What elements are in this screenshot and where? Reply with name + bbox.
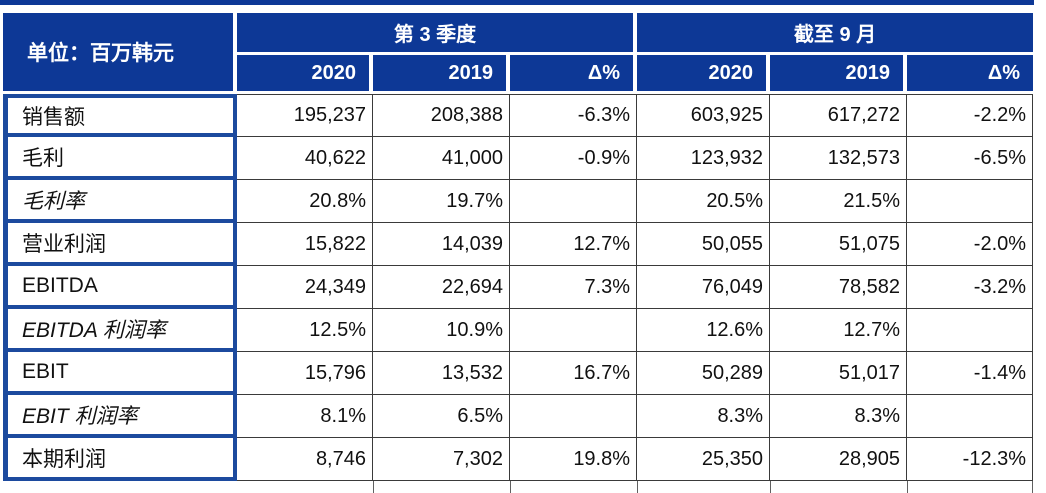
cell-value: 28,905 — [770, 438, 908, 481]
cell-value: 195,237 — [237, 94, 373, 137]
table-row: 毛利率 20.8% 19.7% 20.5% 21.5% — [3, 180, 1034, 223]
cell-value: 20.8% — [237, 180, 373, 223]
table-row: EBITDA 利润率 12.5% 10.9% 12.6% 12.7% — [3, 309, 1034, 352]
cell-value — [510, 180, 638, 223]
cell-value: 8,746 — [237, 438, 373, 481]
cell-value: 12.7% — [770, 309, 908, 352]
table-row: EBITDA 24,349 22,694 7.3% 76,049 78,582 -3.2% — [3, 266, 1034, 309]
cell-value: 8.3% — [637, 395, 771, 438]
row-label: 毛利率 — [3, 180, 237, 223]
cell-value — [907, 395, 1034, 438]
cell-value: 76,049 — [637, 266, 771, 309]
cell-value: 8.3% — [770, 395, 908, 438]
cell-value: 25,350 — [637, 438, 771, 481]
cell-value: 40,622 — [237, 137, 373, 180]
cell-value: 12.6% — [637, 309, 771, 352]
cell-value: -3.2% — [907, 266, 1034, 309]
table-row: 销售额 195,237 208,388 -6.3% 603,925 617,272 -2.2… — [3, 94, 1034, 137]
cell-value: 10.9% — [373, 309, 510, 352]
grid-stub — [907, 481, 908, 493]
header-subcolumn-row: 2020 2019 Δ% 2020 2019 Δ% — [3, 55, 1034, 94]
cell-value — [510, 309, 638, 352]
subheader-q3-2019: 2019 — [373, 55, 510, 94]
cell-value: 7.3% — [510, 266, 638, 309]
cell-value: 22,694 — [373, 266, 510, 309]
cell-value: 13,532 — [373, 352, 510, 395]
subheader-ytd-delta: Δ% — [907, 55, 1034, 94]
grid-stub — [1032, 481, 1033, 493]
column-group-q3: 第 3 季度 — [237, 13, 638, 55]
cell-value — [907, 309, 1034, 352]
subheader-q3-2020: 2020 — [237, 55, 373, 94]
cell-value: 208,388 — [373, 94, 510, 137]
cell-value: 51,017 — [770, 352, 908, 395]
subheader-ytd-2020: 2020 — [637, 55, 771, 94]
row-label: 本期利润 — [3, 438, 237, 481]
financial-results-table: 单位：百万韩元 第 3 季度 截至 9 月 2020 2019 Δ% 2020 … — [3, 13, 1034, 481]
cell-value: 15,822 — [237, 223, 373, 266]
cell-value: 14,039 — [373, 223, 510, 266]
table-row: 营业利润 15,822 14,039 12.7% 50,055 51,075 -2.0% — [3, 223, 1034, 266]
unit-label-cell: 单位：百万韩元 — [3, 13, 237, 94]
cell-value: 21.5% — [770, 180, 908, 223]
cell-value — [510, 395, 638, 438]
cell-value: -12.3% — [907, 438, 1034, 481]
row-label: EBIT — [3, 352, 237, 395]
cell-value: -0.9% — [510, 137, 638, 180]
table-row: EBIT 15,796 13,532 16.7% 50,289 51,017 -1.4% — [3, 352, 1034, 395]
row-label: 营业利润 — [3, 223, 237, 266]
cell-value: 123,932 — [637, 137, 771, 180]
header-group-row: 单位：百万韩元 第 3 季度 截至 9 月 — [3, 13, 1034, 94]
cell-value: 24,349 — [237, 266, 373, 309]
cell-value: 132,573 — [770, 137, 908, 180]
cell-value: 16.7% — [510, 352, 638, 395]
cell-value: 12.7% — [510, 223, 638, 266]
grid-stub — [770, 481, 771, 493]
row-label: EBITDA — [3, 266, 237, 309]
row-label: 销售额 — [3, 94, 237, 137]
grid-stub — [510, 481, 511, 493]
cell-value: 50,289 — [637, 352, 771, 395]
cell-value: 50,055 — [637, 223, 771, 266]
row-label: 毛利 — [3, 137, 237, 180]
cell-value: 20.5% — [637, 180, 771, 223]
cell-value: 617,272 — [770, 94, 908, 137]
row-label: EBIT 利润率 — [3, 395, 237, 438]
cell-value: -2.0% — [907, 223, 1034, 266]
cell-value: -1.4% — [907, 352, 1034, 395]
cell-value: 41,000 — [373, 137, 510, 180]
top-blue-rule — [0, 0, 1034, 5]
cell-value: -6.3% — [510, 94, 638, 137]
cell-value: 12.5% — [237, 309, 373, 352]
grid-stub — [373, 481, 374, 493]
column-group-ytd-sep: 截至 9 月 — [637, 13, 1034, 55]
subheader-q3-delta: Δ% — [510, 55, 638, 94]
subheader-ytd-2019: 2019 — [770, 55, 908, 94]
cell-value: 7,302 — [373, 438, 510, 481]
cell-value: 15,796 — [237, 352, 373, 395]
cell-value: 8.1% — [237, 395, 373, 438]
table-row: 毛利 40,622 41,000 -0.9% 123,932 132,573 -6.5% — [3, 137, 1034, 180]
grid-stub — [637, 481, 638, 493]
table-row: 本期利润 8,746 7,302 19.8% 25,350 28,905 -12.3% — [3, 438, 1034, 481]
cell-value — [907, 180, 1034, 223]
table-body: 销售额 195,237 208,388 -6.3% 603,925 617,272 -2.2… — [3, 94, 1034, 481]
cell-value: 19.8% — [510, 438, 638, 481]
row-label: EBITDA 利润率 — [3, 309, 237, 352]
table-header: 单位：百万韩元 第 3 季度 截至 9 月 2020 2019 Δ% 2020 … — [3, 13, 1034, 94]
cell-value: 78,582 — [770, 266, 908, 309]
cell-value: 6.5% — [373, 395, 510, 438]
table-row: EBIT 利润率 8.1% 6.5% 8.3% 8.3% — [3, 395, 1034, 438]
cell-value: 603,925 — [637, 94, 771, 137]
cell-value: -6.5% — [907, 137, 1034, 180]
cell-value: 51,075 — [770, 223, 908, 266]
cell-value: -2.2% — [907, 94, 1034, 137]
cell-value: 19.7% — [373, 180, 510, 223]
